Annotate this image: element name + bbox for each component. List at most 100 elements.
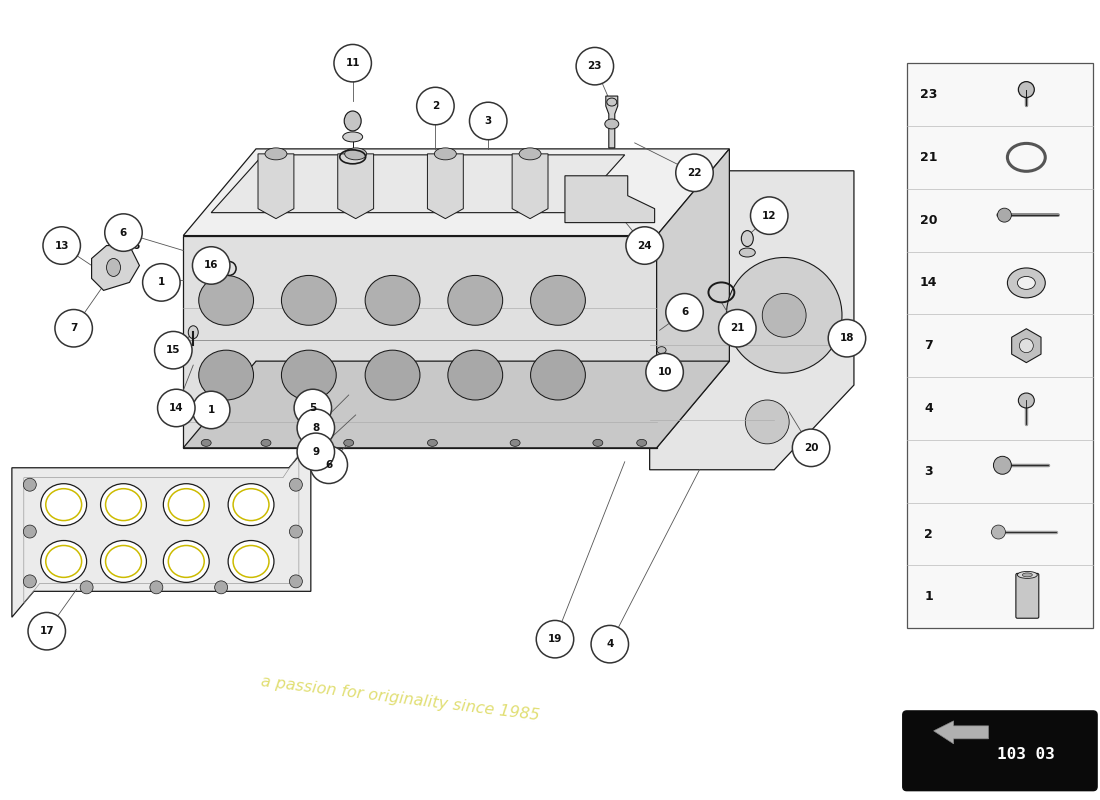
Ellipse shape — [448, 275, 503, 326]
Ellipse shape — [168, 489, 205, 521]
Text: 12: 12 — [762, 210, 777, 221]
Ellipse shape — [282, 275, 337, 326]
FancyBboxPatch shape — [1016, 574, 1038, 618]
Ellipse shape — [434, 148, 456, 160]
Ellipse shape — [1019, 82, 1034, 98]
Text: 16: 16 — [204, 261, 219, 270]
Circle shape — [28, 613, 66, 650]
Text: 103 03: 103 03 — [998, 747, 1055, 762]
Circle shape — [289, 478, 302, 491]
Circle shape — [666, 294, 703, 331]
Ellipse shape — [1019, 393, 1034, 408]
Ellipse shape — [530, 350, 585, 400]
Text: 22: 22 — [694, 166, 708, 176]
Ellipse shape — [607, 98, 617, 106]
Text: 15: 15 — [176, 343, 190, 353]
FancyBboxPatch shape — [906, 63, 1093, 628]
Ellipse shape — [1008, 268, 1045, 298]
Ellipse shape — [519, 148, 541, 160]
Text: 13: 13 — [55, 241, 69, 250]
Ellipse shape — [233, 489, 270, 521]
Ellipse shape — [163, 541, 209, 582]
Text: since 1985: since 1985 — [642, 338, 796, 393]
Text: a passion for originality since 1985: a passion for originality since 1985 — [261, 674, 541, 723]
Ellipse shape — [168, 546, 205, 578]
Text: 4: 4 — [924, 402, 933, 415]
Polygon shape — [184, 235, 657, 448]
Circle shape — [192, 246, 230, 284]
Circle shape — [192, 391, 230, 429]
Ellipse shape — [365, 275, 420, 326]
Ellipse shape — [199, 275, 253, 326]
Text: 6: 6 — [681, 307, 689, 318]
Text: 20: 20 — [804, 443, 818, 453]
Text: 6: 6 — [120, 227, 128, 238]
Circle shape — [23, 575, 36, 588]
Circle shape — [104, 214, 142, 251]
Ellipse shape — [282, 350, 337, 400]
Circle shape — [626, 227, 663, 264]
Circle shape — [762, 294, 806, 338]
Circle shape — [143, 264, 180, 301]
Text: 24: 24 — [637, 241, 652, 250]
Ellipse shape — [201, 439, 211, 446]
Ellipse shape — [41, 541, 87, 582]
Text: 11: 11 — [345, 58, 360, 68]
Ellipse shape — [41, 484, 87, 526]
Ellipse shape — [261, 439, 271, 446]
Circle shape — [310, 446, 348, 483]
Ellipse shape — [228, 541, 274, 582]
Ellipse shape — [344, 148, 366, 160]
Text: 7: 7 — [70, 323, 77, 334]
Polygon shape — [1012, 329, 1041, 362]
Text: 10: 10 — [658, 367, 672, 377]
Ellipse shape — [343, 439, 354, 446]
Ellipse shape — [1018, 277, 1035, 290]
Text: 14: 14 — [169, 403, 184, 413]
Circle shape — [80, 581, 94, 594]
Text: 18: 18 — [839, 334, 855, 343]
Circle shape — [23, 478, 36, 491]
Circle shape — [297, 433, 334, 470]
Ellipse shape — [1022, 573, 1032, 577]
Circle shape — [726, 258, 842, 373]
Circle shape — [792, 429, 829, 466]
Text: 1: 1 — [208, 405, 214, 415]
Circle shape — [155, 331, 192, 369]
Ellipse shape — [106, 489, 142, 521]
Ellipse shape — [265, 148, 287, 160]
Text: 21: 21 — [920, 151, 937, 164]
Text: 15: 15 — [166, 345, 180, 355]
Text: 21: 21 — [730, 323, 745, 334]
Circle shape — [334, 45, 372, 82]
Circle shape — [157, 390, 195, 426]
Polygon shape — [657, 149, 729, 448]
Polygon shape — [650, 170, 854, 470]
Circle shape — [998, 208, 1011, 222]
Circle shape — [470, 102, 507, 140]
Text: 12: 12 — [772, 208, 786, 218]
Ellipse shape — [637, 439, 647, 446]
Ellipse shape — [343, 132, 363, 142]
Circle shape — [297, 409, 334, 446]
Circle shape — [993, 456, 1011, 474]
Text: 14: 14 — [920, 277, 937, 290]
Circle shape — [289, 525, 302, 538]
Text: 7: 7 — [924, 339, 933, 352]
FancyBboxPatch shape — [903, 711, 1097, 790]
Ellipse shape — [593, 439, 603, 446]
Text: 20: 20 — [920, 214, 937, 226]
Text: 17: 17 — [40, 626, 54, 636]
Ellipse shape — [228, 484, 274, 526]
Polygon shape — [184, 149, 729, 235]
Polygon shape — [338, 154, 374, 218]
Text: 6: 6 — [133, 241, 140, 250]
Ellipse shape — [106, 546, 142, 578]
Text: 3: 3 — [924, 465, 933, 478]
Ellipse shape — [365, 350, 420, 400]
Polygon shape — [513, 154, 548, 218]
Polygon shape — [211, 155, 625, 213]
Circle shape — [675, 154, 713, 191]
Text: 4: 4 — [606, 639, 614, 649]
Text: EUROSPARES: EUROSPARES — [484, 259, 815, 302]
